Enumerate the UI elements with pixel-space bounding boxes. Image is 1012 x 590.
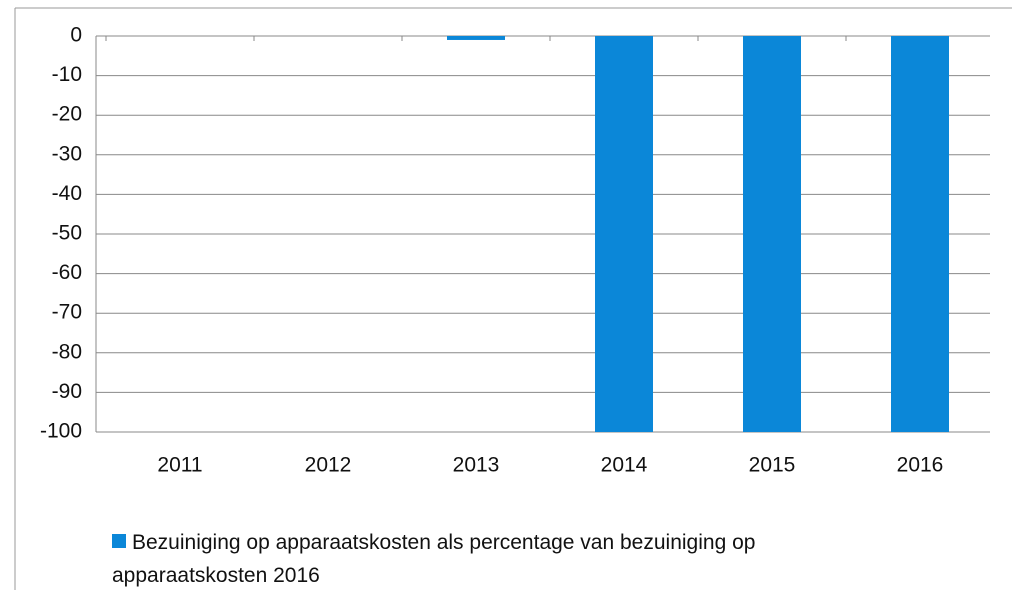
y-tick-label: -80 (52, 340, 82, 363)
x-tick-label: 2011 (157, 454, 202, 477)
x-tick-label: 2012 (305, 454, 352, 477)
y-tick-label: -10 (52, 63, 82, 86)
bar (743, 36, 801, 432)
bar (447, 36, 505, 40)
y-tick-label: -50 (52, 222, 82, 245)
legend-label: Bezuiniging op apparaatskosten als perce… (112, 531, 756, 587)
legend-swatch (112, 534, 126, 548)
x-tick-label: 2013 (453, 454, 500, 477)
legend: Bezuiniging op apparaatskosten als perce… (112, 526, 872, 590)
x-tick-label: 2016 (897, 454, 944, 477)
y-tick-label: -60 (52, 261, 82, 284)
y-tick-label: -40 (52, 182, 82, 205)
bar (891, 36, 949, 432)
y-tick-label: -20 (52, 103, 82, 126)
x-tick-label: 2014 (601, 454, 648, 477)
y-tick-label: -90 (52, 380, 82, 403)
y-tick-label: -70 (52, 301, 82, 324)
y-tick-label: -30 (52, 142, 82, 165)
y-tick-label: 0 (70, 24, 82, 47)
x-tick-label: 2015 (749, 454, 796, 477)
y-tick-label: -100 (40, 420, 82, 443)
bar (595, 36, 653, 432)
